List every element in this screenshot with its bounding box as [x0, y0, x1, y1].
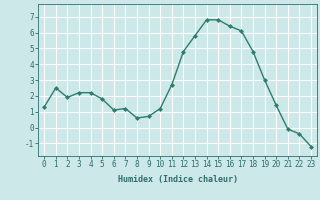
X-axis label: Humidex (Indice chaleur): Humidex (Indice chaleur): [118, 175, 238, 184]
